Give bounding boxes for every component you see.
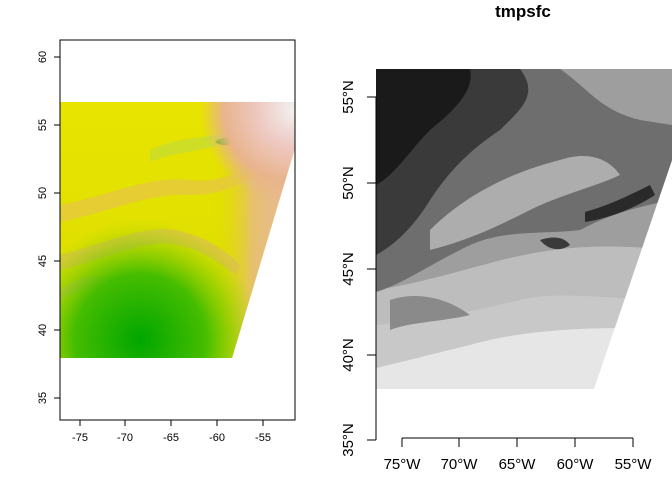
right-y-tick-label: 40°N (340, 338, 357, 372)
left-map: -75 -70 -65 -60 -55 35 40 45 50 55 60 (37, 39, 296, 444)
right-x-tick-label: 70°W (441, 456, 479, 473)
left-y-tick-label: 45 (37, 255, 49, 267)
left-y-tick-label: 50 (37, 187, 49, 199)
right-x-axis: 75°W 70°W 65°W 60°W 55°W (384, 437, 653, 473)
right-map-title: tmpsfc (495, 2, 551, 21)
left-x-tick-label: -55 (255, 432, 271, 444)
left-x-tick-label: -75 (72, 432, 88, 444)
left-x-tick-label: -60 (209, 432, 225, 444)
right-y-tick-label: 50°N (340, 166, 357, 200)
left-plot-frame (59, 39, 296, 421)
left-x-tick-label: -70 (117, 432, 133, 444)
right-map: tmpsfc 75°W 70°W 65°W 60°W 55°W 35°N 40°N 45°N… (340, 2, 672, 473)
left-x-axis: -75 -70 -65 -60 -55 (72, 420, 271, 444)
left-raster (60, 102, 295, 358)
right-x-tick-label: 65°W (499, 456, 537, 473)
left-y-axis: 35 40 45 50 55 60 (37, 51, 60, 404)
right-raster (376, 69, 672, 389)
right-y-tick-label: 35°N (340, 423, 357, 457)
left-y-tick-label: 35 (37, 392, 49, 404)
right-x-tick-label: 55°W (615, 456, 653, 473)
right-y-axis: 35°N 40°N 45°N 50°N 55°N (340, 80, 377, 457)
left-y-tick-label: 40 (37, 324, 49, 336)
right-x-tick-label: 60°W (557, 456, 595, 473)
left-y-tick-label: 60 (37, 51, 49, 63)
right-y-tick-label: 55°N (340, 80, 357, 114)
left-x-tick-label: -65 (163, 432, 179, 444)
right-x-tick-label: 75°W (384, 456, 422, 473)
right-y-tick-label: 45°N (340, 252, 357, 286)
left-y-tick-label: 55 (37, 119, 49, 131)
